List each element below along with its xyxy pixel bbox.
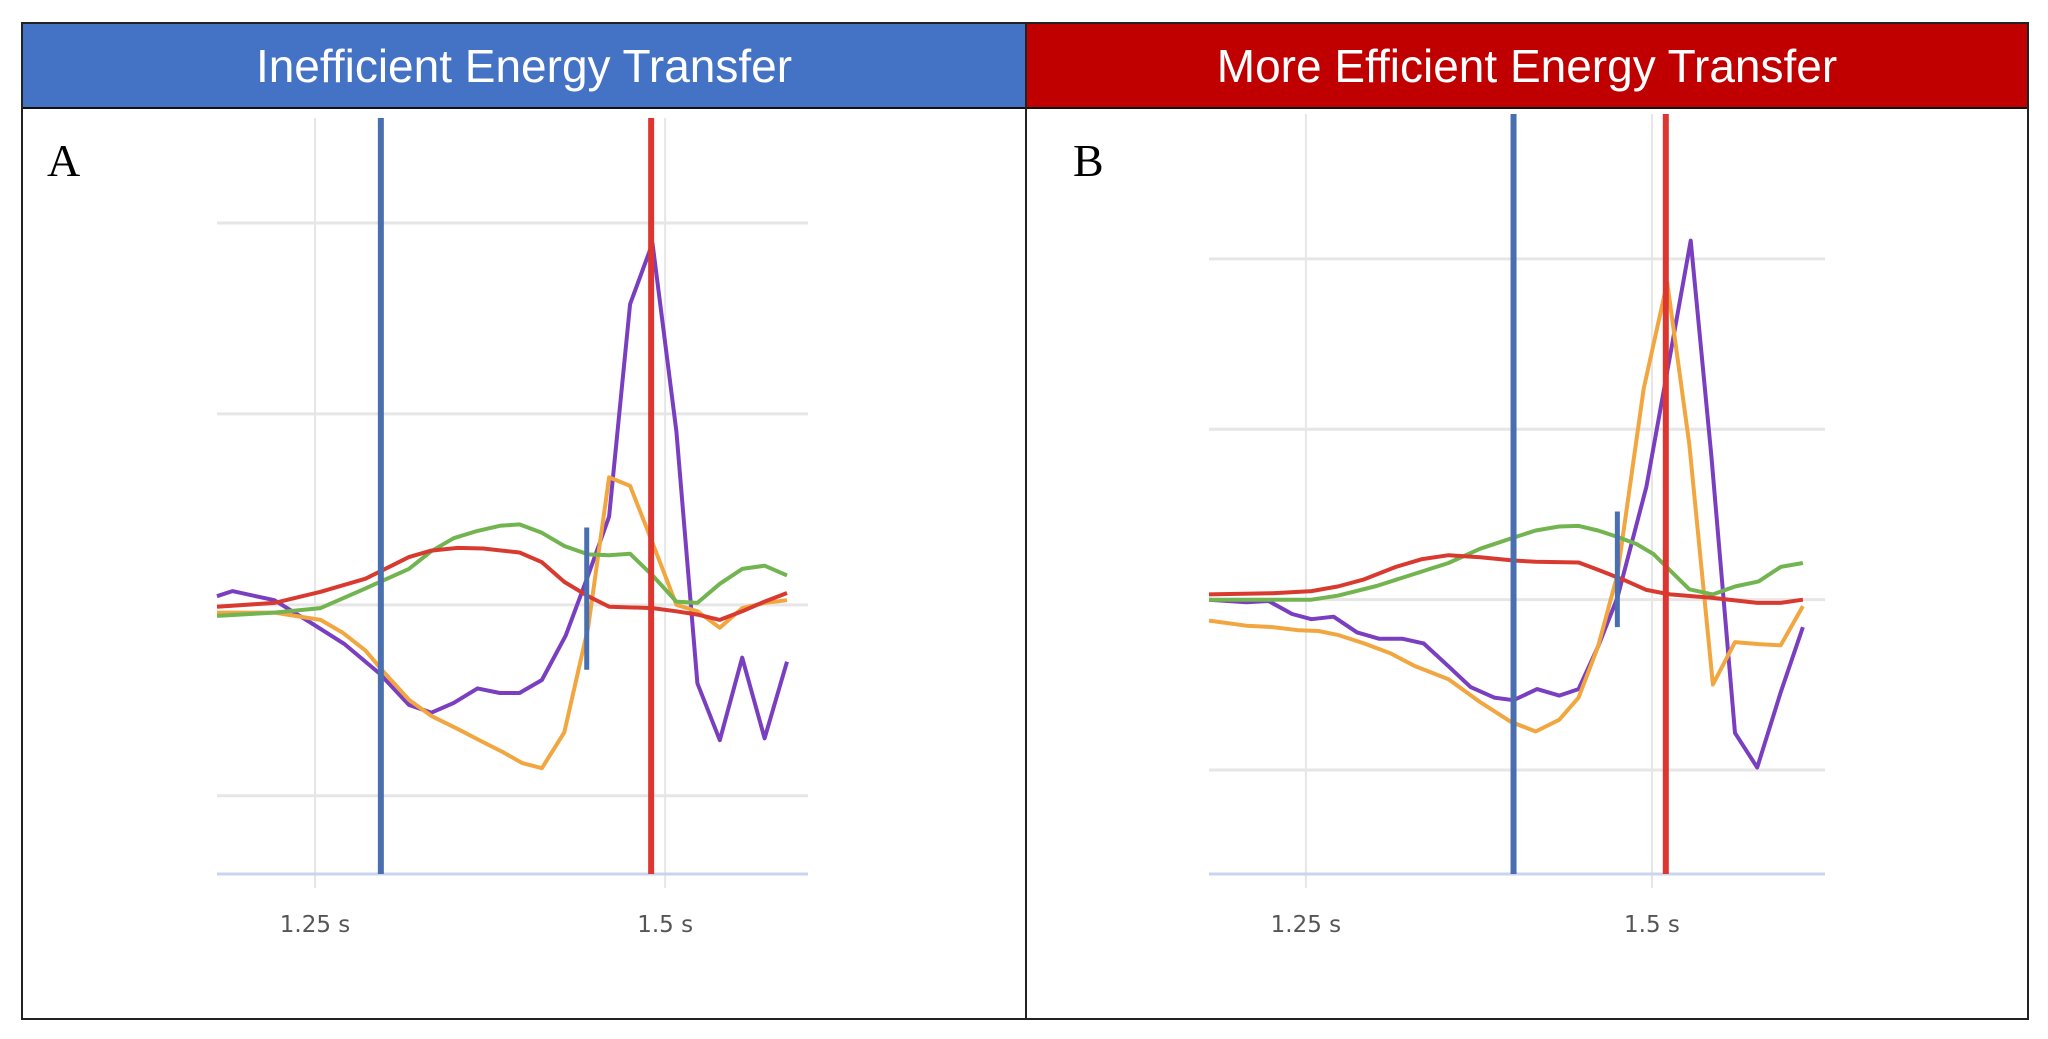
x-tick-label: 1.25 s bbox=[280, 912, 351, 938]
chart-a: 1.25 s 1.5 s bbox=[216, 118, 808, 938]
series-line-green bbox=[1209, 523, 1804, 602]
chart-b: 1.25 s 1.5 s bbox=[1208, 114, 1825, 938]
panel-b: More Efficient Energy Transfer B bbox=[1025, 22, 2029, 1020]
panel-a-letter: A bbox=[47, 135, 81, 186]
series-line-red bbox=[1208, 553, 1804, 605]
x-tick-label: 1.5 s bbox=[1624, 912, 1680, 938]
series-line-red bbox=[216, 545, 788, 622]
panel-b-letter: B bbox=[1073, 135, 1104, 186]
panel-a: Inefficient Energy Transfer A bbox=[21, 22, 1027, 1020]
series-line-purple bbox=[216, 241, 789, 743]
x-tick-label: 1.5 s bbox=[637, 912, 693, 938]
series-line-purple bbox=[1208, 238, 1805, 770]
x-tick-label: 1.25 s bbox=[1271, 912, 1342, 938]
panel-b-header: More Efficient Energy Transfer bbox=[1027, 24, 2027, 109]
panel-a-header: Inefficient Energy Transfer bbox=[23, 24, 1025, 109]
series-line-orange bbox=[217, 475, 788, 771]
series-line-green bbox=[216, 522, 788, 618]
series-line-orange bbox=[1208, 280, 1805, 734]
